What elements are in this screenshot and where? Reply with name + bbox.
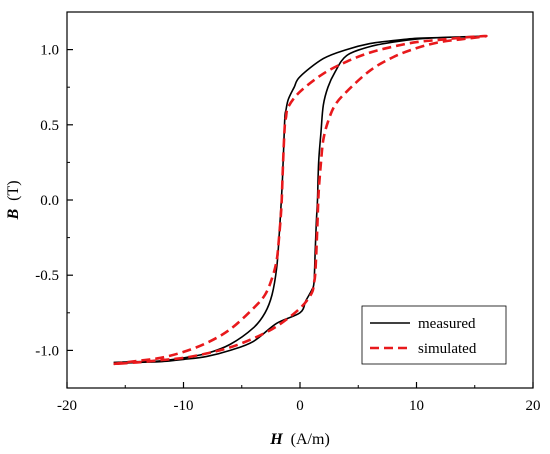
series-layer (113, 34, 488, 366)
legend-box (361, 305, 507, 365)
x-axis-symbol: H (269, 431, 283, 448)
x-tick-label: -20 (57, 398, 77, 414)
legend-label-measured: measured (418, 316, 476, 332)
legend: measured simulated (361, 305, 507, 365)
y-tick-label: 0.0 (40, 193, 59, 209)
x-axis: -20 -10 0 10 20 (57, 382, 541, 414)
y-tick-label: 0.5 (40, 118, 59, 134)
series-line-simulated (113, 34, 488, 366)
x-axis-title: H (A/m) (269, 431, 330, 448)
legend-label-simulated: simulated (418, 341, 477, 357)
x-tick-label: -10 (174, 398, 194, 414)
y-tick-label: -1.0 (35, 343, 59, 359)
x-tick-label: 0 (296, 398, 304, 414)
y-axis: -1.0 -0.5 0.0 0.5 1.0 (35, 43, 73, 359)
y-tick-label: -0.5 (35, 268, 59, 284)
x-tick-label: 20 (526, 398, 541, 414)
y-tick-label: 1.0 (40, 43, 59, 59)
y-axis-unit: (T) (5, 180, 22, 200)
y-axis-title: B (T) (5, 180, 22, 220)
y-axis-symbol: B (5, 209, 22, 221)
x-axis-unit: (A/m) (291, 431, 330, 448)
x-tick-label: 10 (409, 398, 424, 414)
